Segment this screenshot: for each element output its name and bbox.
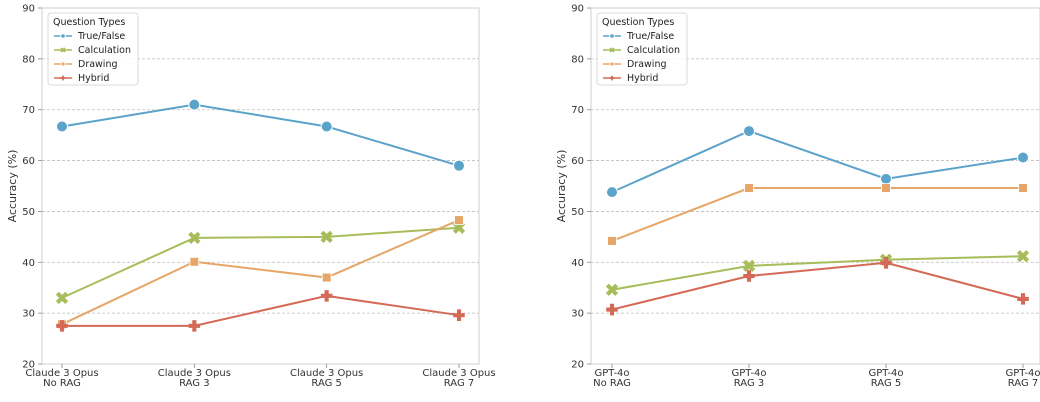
legend-swatch-marker: [60, 75, 66, 81]
y-axis-label: Accuracy (%): [6, 150, 19, 223]
legend-swatch-marker: [60, 61, 66, 67]
data-point: [1017, 293, 1029, 305]
data-point: [881, 183, 891, 193]
series-line-drawing: [611, 187, 1023, 242]
legend-swatch-marker: [609, 33, 615, 39]
data-point: [743, 125, 755, 138]
legend-entry: Hybrid: [78, 73, 109, 84]
data-point: [56, 120, 68, 133]
x-tick-label: Claude 3 Opus RAG 3: [158, 368, 231, 389]
y-tick-label: 30: [22, 309, 35, 320]
y-tick-label: 70: [22, 105, 35, 116]
data-point: [320, 290, 333, 302]
y-tick-label: 80: [22, 54, 35, 65]
legend-swatch-marker: [60, 47, 66, 53]
series-line-true-false: [611, 129, 1024, 194]
data-point: [56, 320, 68, 332]
data-point: [606, 186, 618, 199]
data-point: [743, 270, 755, 282]
data-point: [189, 256, 200, 267]
legend-title: Question Types: [53, 17, 125, 28]
data-point: [454, 215, 464, 225]
series-line-calculation: [611, 255, 1024, 291]
legend-box: [47, 12, 139, 86]
series-line-calculation: [61, 226, 460, 299]
data-point: [605, 283, 619, 296]
data-point: [188, 98, 201, 111]
legend: Question Types True/False Calculation Drawi…: [47, 12, 139, 86]
data-point: [453, 159, 465, 172]
data-point: [188, 320, 201, 332]
x-tick-label: GPT-4o RAG 3: [731, 368, 766, 389]
legend-entry: Drawing: [78, 59, 118, 70]
data-point: [1016, 250, 1030, 263]
x-tick-label: Claude 3 Opus RAG 7: [422, 368, 495, 389]
data-point: [320, 230, 333, 243]
y-tick-label: 20: [571, 360, 584, 371]
y-tick-label: 30: [571, 309, 584, 320]
legend-swatch-marker: [609, 61, 615, 67]
legend-entry: True/False: [626, 31, 674, 42]
legend-entry: True/False: [77, 31, 125, 42]
legend-entry: Drawing: [627, 59, 667, 70]
series-line-true-false: [61, 103, 460, 167]
y-tick-label: 80: [571, 54, 584, 65]
y-tick-label: 40: [22, 258, 35, 269]
data-point: [1017, 151, 1029, 164]
data-point: [742, 259, 756, 272]
legend-entry: Calculation: [627, 45, 680, 56]
x-tick-label: GPT-4o RAG 5: [868, 368, 903, 389]
x-tick-label: GPT-4o No RAG: [593, 368, 631, 389]
x-tick-label: GPT-4o RAG 7: [1005, 368, 1040, 389]
data-point: [880, 172, 892, 185]
chart-panel-1: 20 30 40 50 60 70 80 90 Accuracy (%) Claude 3 Opu…: [6, 4, 496, 390]
y-tick-label: 20: [22, 360, 35, 371]
legend-entry: Hybrid: [627, 73, 658, 84]
y-tick-label: 90: [22, 4, 35, 15]
y-tick-label: 60: [22, 156, 35, 167]
legend-swatch-marker: [60, 33, 66, 39]
legend: Question Types True/False Calculation Drawi…: [596, 12, 688, 86]
x-tick-label: Claude 3 Opus RAG 5: [290, 368, 363, 389]
y-axis-label: Accuracy (%): [555, 150, 568, 223]
data-point: [320, 120, 333, 133]
y-tick-label: 50: [571, 207, 584, 218]
data-point: [188, 231, 201, 245]
data-point: [321, 272, 332, 283]
series-line-drawing: [61, 219, 460, 326]
legend-title: Question Types: [602, 17, 674, 28]
legend-entry: Calculation: [78, 45, 131, 56]
chart-panel-2: 20 30 40 50 60 70 80 90 Accuracy (%) GPT-4o No RAG…: [555, 4, 1040, 389]
y-tick-label: 60: [571, 156, 584, 167]
y-tick-label: 70: [571, 105, 584, 116]
y-tick-label: 40: [571, 258, 584, 269]
y-tick-label: 90: [571, 4, 584, 15]
data-point: [453, 309, 465, 321]
series-line-hybrid: [611, 261, 1024, 311]
data-point: [606, 303, 618, 316]
legend-swatch-marker: [609, 75, 615, 81]
legend-swatch-marker: [609, 47, 615, 53]
data-point: [1018, 183, 1028, 193]
legend-box: [596, 12, 688, 86]
x-tick-label: Claude 3 Opus No RAG: [25, 368, 98, 389]
y-tick-label: 50: [22, 207, 35, 218]
data-point: [55, 291, 69, 305]
data-point: [744, 183, 754, 193]
series-line-hybrid: [62, 294, 460, 327]
data-point: [607, 236, 617, 246]
data-point: [880, 257, 892, 269]
